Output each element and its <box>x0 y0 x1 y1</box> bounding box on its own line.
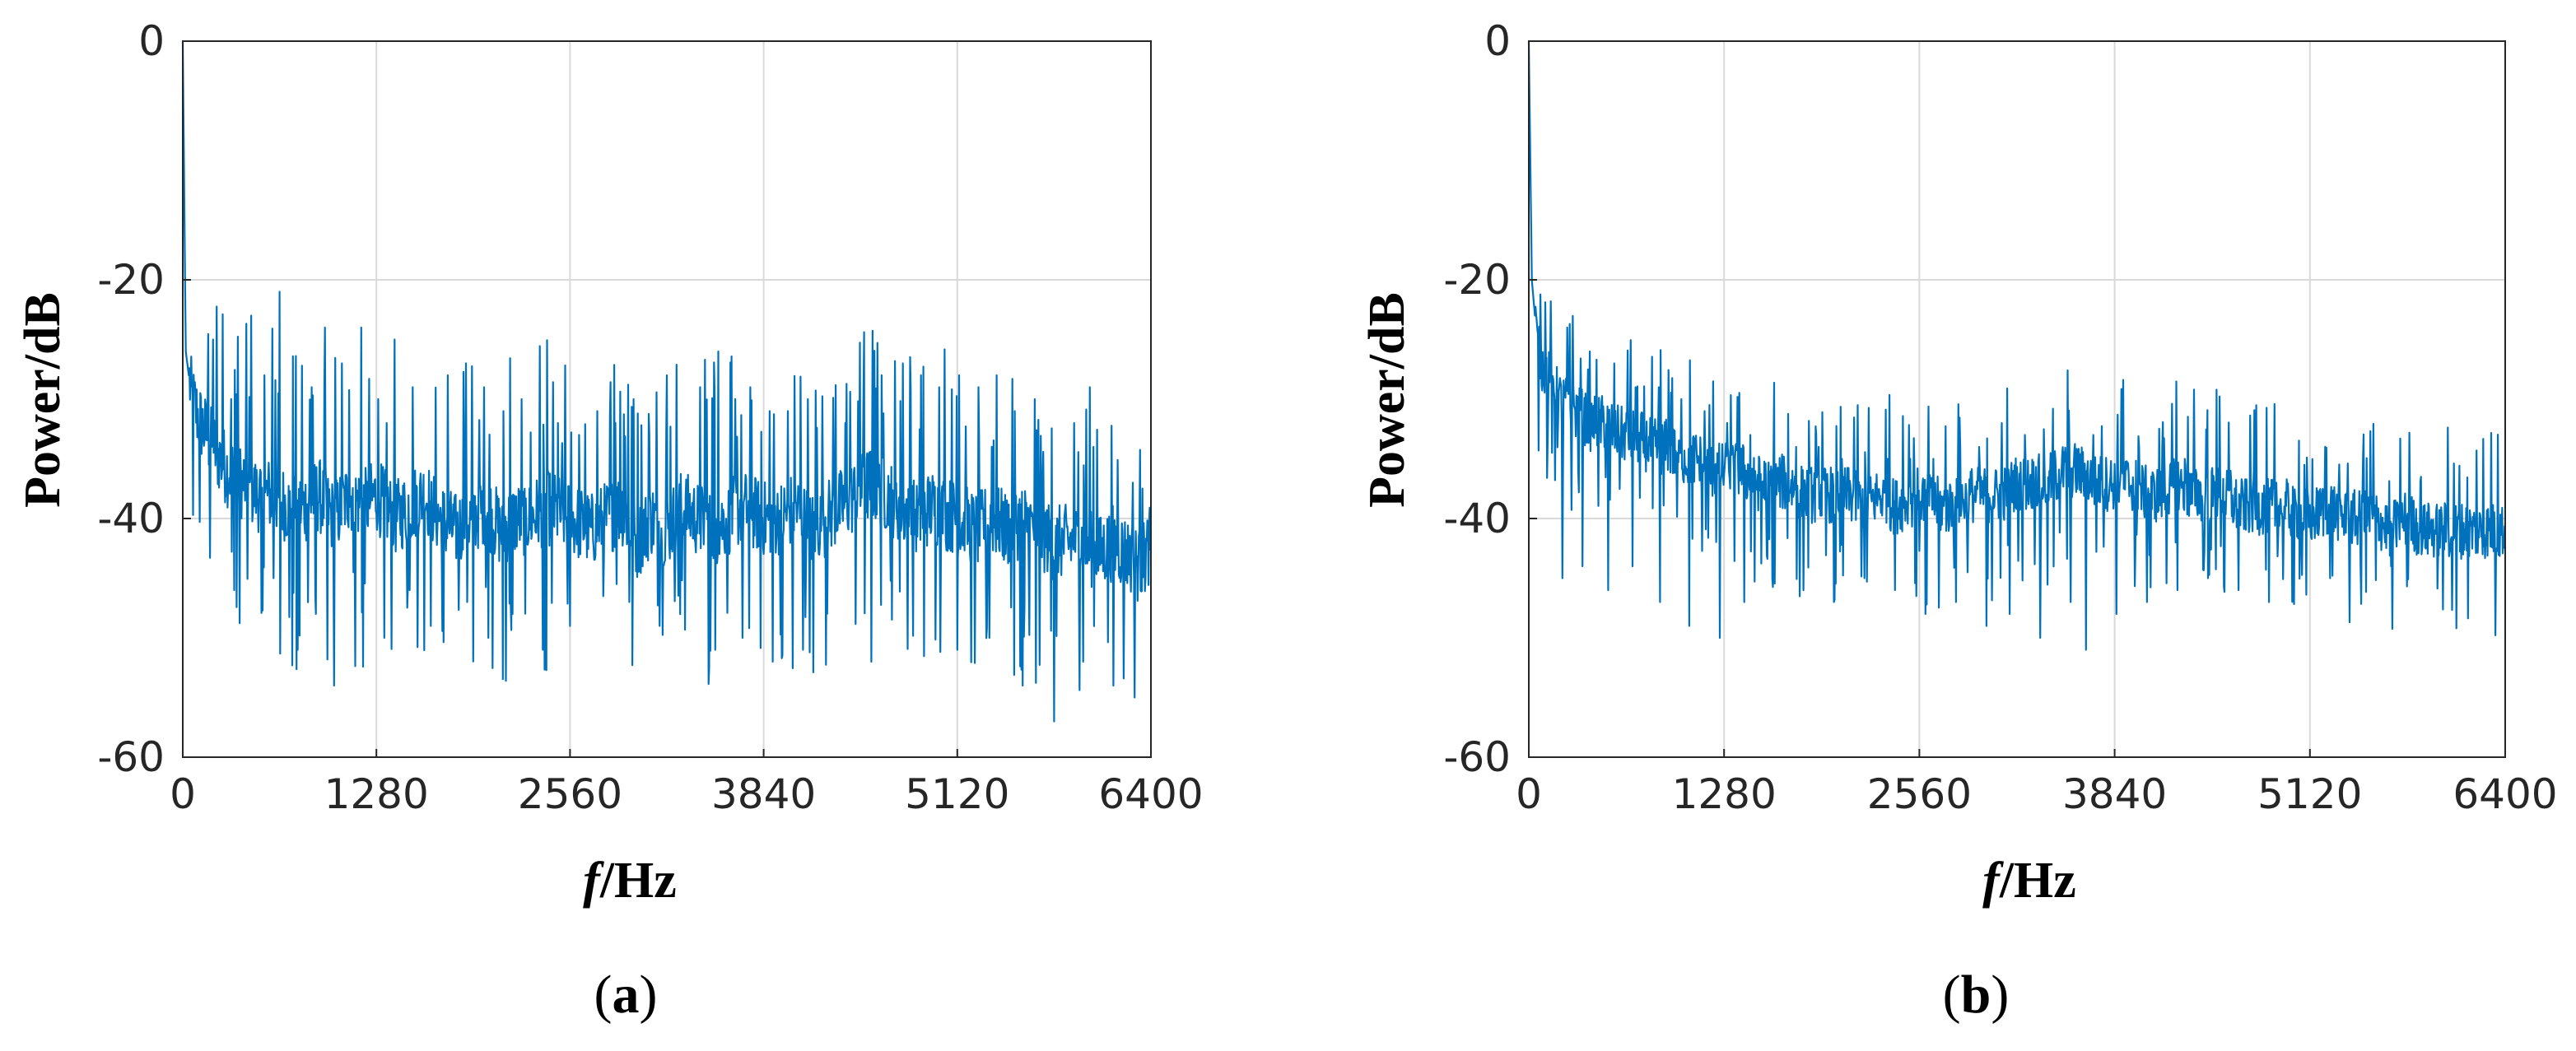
y-tick-label: -40 <box>1443 495 1511 542</box>
y-tick-label: -60 <box>97 733 165 781</box>
y-tick-label: -20 <box>1443 256 1511 304</box>
x-tick-label: 6400 <box>2453 770 2557 818</box>
x-tick-label: 3840 <box>2062 770 2167 818</box>
x-axis-label: f/Hz <box>583 853 677 909</box>
chart-panel-b: 0 1280 2560 3840 5120 6400 0 -20 -40 -60 Power/dB f… <box>1359 17 2558 1025</box>
chart-panel-a: 0 1280 2560 3840 5120 6400 0 -20 -40 -60 Power/dB f… <box>15 17 1204 1025</box>
y-tick-label: 0 <box>138 17 165 65</box>
x-tick-label: 5120 <box>2257 770 2362 818</box>
plot-frame <box>1528 40 2506 758</box>
x-tick-label: 2560 <box>518 770 622 818</box>
x-tick-label: 3840 <box>711 770 816 818</box>
y-tick-label: -20 <box>97 256 165 304</box>
x-axis-label: f/Hz <box>1982 853 2076 909</box>
power-spectrum-line <box>1527 40 2507 651</box>
panel-label: (a) <box>594 965 658 1025</box>
x-tick-label: 1280 <box>324 770 429 818</box>
x-tick-label: 0 <box>1516 770 1542 818</box>
x-tick-label: 1280 <box>1672 770 1777 818</box>
plot-frame <box>182 40 1152 758</box>
y-axis-label: Power/dB <box>1359 292 1415 508</box>
panel-label: (b) <box>1943 965 2010 1025</box>
x-tick-label: 6400 <box>1098 770 1203 818</box>
x-tick-label: 0 <box>170 770 196 818</box>
x-tick-label: 5120 <box>905 770 1009 818</box>
power-spectrum-line <box>181 40 1153 723</box>
x-tick-label: 2560 <box>1867 770 1972 818</box>
y-tick-label: -60 <box>1443 733 1511 781</box>
y-tick-label: -40 <box>97 495 165 542</box>
y-axis-label: Power/dB <box>15 292 71 508</box>
y-tick-label: 0 <box>1484 17 1511 65</box>
